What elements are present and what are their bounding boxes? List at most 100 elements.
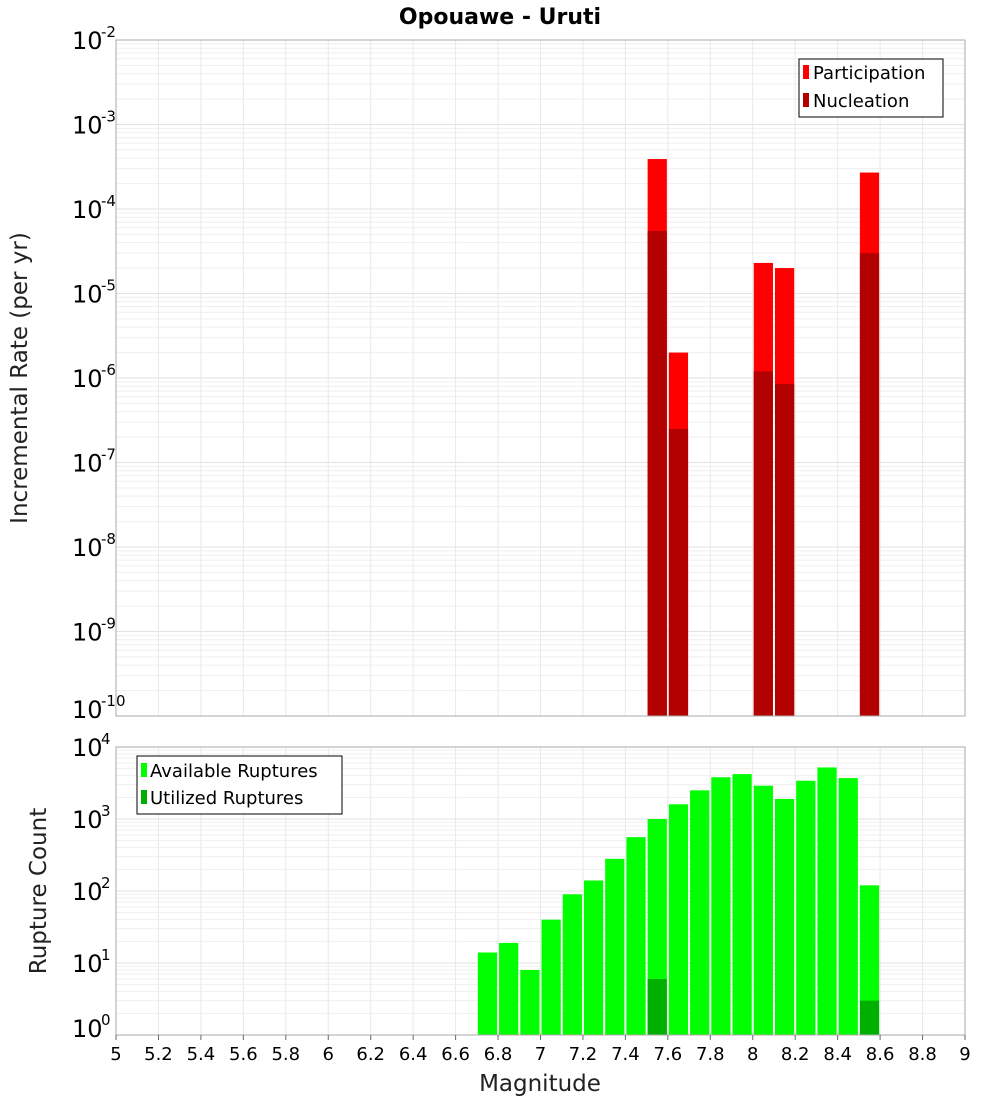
bottom-bar-available-ruptures <box>499 942 519 1035</box>
x-tick-label: 7 <box>535 1044 546 1065</box>
legend-participation-label: Participation <box>813 63 925 84</box>
bottom-bar-available-ruptures <box>817 767 837 1035</box>
legend-available-swatch <box>141 763 147 777</box>
top-bar-nucleation <box>774 383 795 716</box>
bottom-y-tick-label: 10 <box>72 950 103 978</box>
bottom-y-tick-label: 10 <box>72 878 103 906</box>
x-tick-label: 8.4 <box>823 1044 852 1065</box>
top-bar-nucleation <box>859 253 880 716</box>
top-grid <box>115 39 966 717</box>
bottom-bar-available-ruptures <box>583 880 604 1035</box>
x-tick-label: 6 <box>323 1044 334 1065</box>
bottom-bar-available-ruptures <box>774 798 795 1035</box>
top-y-tick-exponent: -7 <box>101 446 116 464</box>
bottom-bar-available-ruptures <box>668 804 689 1035</box>
bottom-bar-available-ruptures <box>605 858 625 1035</box>
x-tick-label: 5 <box>110 1044 121 1065</box>
legend-nucleation-swatch <box>803 93 809 107</box>
bottom-y-tick-exponent: 0 <box>101 1011 111 1029</box>
bottom-bar-available-ruptures <box>690 790 710 1035</box>
top-y-tick-exponent: -9 <box>101 615 116 633</box>
legend-available-label: Available Ruptures <box>150 761 318 782</box>
top-plot-frame <box>115 39 966 717</box>
chart-title: Opouawe - Uruti <box>399 5 601 30</box>
top-y-tick-label: 10 <box>72 196 103 224</box>
bottom-bar-utilized-ruptures <box>647 978 667 1035</box>
top-bar-nucleation <box>647 230 667 717</box>
x-tick-label: 5.2 <box>144 1044 173 1065</box>
bottom-bar-available-ruptures <box>520 969 540 1035</box>
top-y-tick-label: 10 <box>72 450 103 478</box>
bottom-bar-available-ruptures <box>732 774 752 1035</box>
x-tick-label: 6.4 <box>399 1044 428 1065</box>
top-legend-box <box>798 58 944 118</box>
top-y-tick-exponent: -6 <box>101 361 116 379</box>
x-tick-label: 6.8 <box>484 1044 513 1065</box>
bottom-bar-available-ruptures <box>626 837 646 1035</box>
bottom-legend-box <box>136 755 343 815</box>
top-bar-nucleation <box>668 428 689 716</box>
top-legend: Participation Nucleation <box>798 58 944 118</box>
bottom-bar-available-ruptures <box>711 777 731 1035</box>
x-tick-label: 5.4 <box>187 1044 216 1065</box>
bottom-legend: Available Ruptures Utilized Ruptures <box>136 755 343 815</box>
top-y-tick-exponent: -5 <box>101 277 116 295</box>
bottom-bar-available-ruptures <box>838 778 858 1035</box>
x-tick-label: 8 <box>747 1044 758 1065</box>
x-tick-label: 6.6 <box>441 1044 470 1065</box>
bottom-bar-available-ruptures <box>753 785 773 1035</box>
bottom-bar-available-ruptures <box>541 919 561 1035</box>
bottom-y-tick-exponent: 2 <box>101 874 111 892</box>
bottom-bars <box>477 767 880 1035</box>
top-y-tick-exponent: -10 <box>101 692 126 710</box>
bottom-bar-available-ruptures <box>562 894 582 1035</box>
bottom-bar-available-ruptures <box>796 780 816 1035</box>
bottom-y-tick-exponent: 3 <box>101 802 111 820</box>
top-y-tick-exponent: -8 <box>101 530 116 548</box>
bottom-y-tick-exponent: 4 <box>101 730 111 748</box>
top-y-tick-label: 10 <box>72 534 103 562</box>
x-tick-label: 8.8 <box>908 1044 937 1065</box>
legend-utilized-swatch <box>141 790 147 804</box>
top-bars <box>647 159 880 717</box>
top-y-tick-exponent: -2 <box>101 23 116 41</box>
top-bar-nucleation <box>753 371 773 716</box>
x-tick-label: 7.2 <box>569 1044 598 1065</box>
top-y-tick-label: 10 <box>72 27 103 55</box>
x-tick-label: 7.8 <box>696 1044 725 1065</box>
legend-nucleation-label: Nucleation <box>813 91 909 112</box>
bottom-y-axis-label: Rupture Count <box>26 808 52 974</box>
x-ticks: 5 5.2 5.4 5.6 5.8 6 6.2 6.4 6.6 6.8 7 7.2 7.4 7.6 7.8 8… <box>110 1035 971 1065</box>
bottom-y-tick-label: 10 <box>72 734 103 762</box>
bottom-bar-available-ruptures <box>859 885 880 1035</box>
top-y-tick-exponent: -3 <box>101 108 116 126</box>
x-tick-label: 7.4 <box>611 1044 640 1065</box>
bottom-bar-utilized-ruptures <box>859 1000 880 1035</box>
bottom-y-tick-label: 10 <box>72 1015 103 1043</box>
top-y-tick-label: 10 <box>72 619 103 647</box>
bottom-y-tick-exponent: 1 <box>101 946 111 964</box>
top-y-tick-exponent: -4 <box>101 192 116 210</box>
x-tick-label: 9 <box>959 1044 970 1065</box>
bottom-y-tick-label: 10 <box>72 806 103 834</box>
top-y-tick-label: 10 <box>72 365 103 393</box>
bottom-bar-available-ruptures <box>477 952 498 1035</box>
legend-participation-swatch <box>803 65 809 79</box>
top-y-axis-label: Incremental Rate (per yr) <box>7 232 33 524</box>
x-tick-label: 8.6 <box>866 1044 895 1065</box>
legend-utilized-label: Utilized Ruptures <box>150 788 303 809</box>
top-y-tick-label: 10 <box>72 281 103 309</box>
x-tick-label: 5.6 <box>229 1044 258 1065</box>
top-y-tick-label: 10 <box>72 112 103 140</box>
x-tick-label: 6.2 <box>356 1044 385 1065</box>
x-tick-label: 7.6 <box>654 1044 683 1065</box>
top-y-tick-label: 10 <box>72 696 103 724</box>
x-tick-label: 8.2 <box>781 1044 810 1065</box>
x-axis-label: Magnitude <box>479 1071 601 1097</box>
x-tick-label: 5.8 <box>271 1044 300 1065</box>
